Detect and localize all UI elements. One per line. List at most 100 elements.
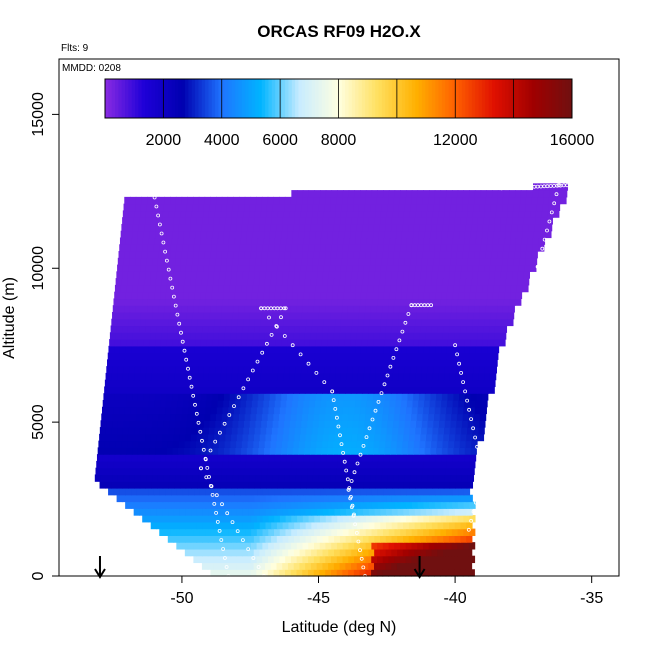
heatmap-cell <box>175 474 182 482</box>
heatmap-cell <box>351 433 358 442</box>
heatmap-cell <box>269 291 276 300</box>
heatmap-cell <box>501 264 508 272</box>
heatmap-cell <box>411 542 418 550</box>
heatmap-cell <box>442 562 450 570</box>
heatmap-cell <box>273 542 281 550</box>
heatmap-cell <box>222 352 229 360</box>
heatmap-cell <box>494 325 502 333</box>
heatmap-cell <box>297 298 304 306</box>
heatmap-cell <box>172 386 180 394</box>
heatmap-cell <box>394 528 401 536</box>
heatmap-cell <box>461 318 468 327</box>
heatmap-cell <box>330 251 338 259</box>
heatmap-cell <box>458 454 465 462</box>
heatmap-cell <box>396 339 403 347</box>
heatmap-cell <box>183 393 191 401</box>
heatmap-cell <box>474 298 482 306</box>
profile-point <box>511 355 516 360</box>
heatmap-cell <box>179 481 187 489</box>
heatmap-cell <box>391 278 398 286</box>
heatmap-cell <box>360 528 367 536</box>
profile-point <box>352 470 357 475</box>
heatmap-cell <box>346 372 353 381</box>
heatmap-cell <box>204 251 211 259</box>
heatmap-cell <box>162 372 170 381</box>
heatmap-cell <box>406 291 414 300</box>
colorbar-swatch <box>131 79 136 118</box>
profile-point <box>483 481 488 486</box>
heatmap-cell <box>218 223 226 232</box>
heatmap-cell <box>288 217 295 225</box>
heatmap-cell <box>337 298 344 306</box>
heatmap-cell <box>208 508 215 516</box>
heatmap-cell <box>403 508 410 516</box>
heatmap-cell <box>138 223 145 232</box>
heatmap-cell <box>248 481 256 489</box>
heatmap-cell <box>210 467 217 476</box>
heatmap-cell <box>379 548 387 557</box>
heatmap-cell <box>342 555 349 564</box>
heatmap-cell <box>200 345 207 354</box>
heatmap-cell <box>338 393 345 401</box>
heatmap-cell <box>155 386 163 394</box>
heatmap-cell <box>232 366 239 374</box>
profile-point <box>194 411 199 416</box>
heatmap-cell <box>297 454 305 462</box>
heatmap-cell <box>270 386 277 394</box>
heatmap-cell <box>386 508 393 516</box>
heatmap-cell <box>415 318 422 327</box>
heatmap-cell <box>245 460 252 469</box>
heatmap-cell <box>188 487 195 496</box>
heatmap-cell <box>281 230 288 239</box>
heatmap-cell <box>268 406 275 415</box>
colorbar-swatch <box>111 79 116 118</box>
heatmap-cell <box>466 481 474 489</box>
heatmap-cell <box>137 393 145 401</box>
heatmap-cell <box>449 271 456 279</box>
heatmap-cell <box>237 372 244 381</box>
heatmap-cell <box>209 474 216 482</box>
heatmap-cell <box>394 555 401 564</box>
heatmap-cell <box>351 325 358 333</box>
heatmap-cell <box>353 359 361 367</box>
heatmap-cell <box>114 393 122 401</box>
heatmap-cell <box>137 284 145 293</box>
heatmap-cell <box>359 467 366 476</box>
heatmap-cell <box>472 271 479 279</box>
heatmap-cell <box>164 467 171 476</box>
heatmap-cell <box>180 318 187 327</box>
heatmap-cell <box>261 305 269 313</box>
heatmap-cell <box>249 210 256 218</box>
heatmap-cell <box>124 460 132 469</box>
heatmap-cell <box>147 406 155 415</box>
heatmap-cell <box>486 244 493 252</box>
heatmap-cell <box>346 318 353 327</box>
heatmap-cell <box>151 372 158 381</box>
heatmap-cell <box>419 562 427 570</box>
colorbar-swatch <box>178 79 183 118</box>
heatmap-cell <box>227 413 234 421</box>
heatmap-cell <box>362 535 370 543</box>
heatmap-cell <box>496 257 503 266</box>
heatmap-cell <box>374 508 381 516</box>
heatmap-cell <box>466 217 473 225</box>
colorbar-swatch <box>385 79 390 118</box>
heatmap-cell <box>276 535 284 543</box>
heatmap-cell <box>482 393 489 401</box>
heatmap-cell <box>411 501 419 509</box>
heatmap-cell <box>444 474 452 482</box>
heatmap-cell <box>254 325 261 333</box>
heatmap-cell <box>400 298 407 306</box>
heatmap-cell <box>167 271 175 279</box>
heatmap-cell <box>446 460 453 469</box>
heatmap-cell <box>241 393 248 401</box>
heatmap-cell <box>328 521 335 530</box>
heatmap-cell <box>381 366 388 374</box>
heatmap-cell <box>409 372 416 381</box>
heatmap-cell <box>451 413 458 421</box>
heatmap-cell <box>289 318 296 327</box>
heatmap-cell <box>271 264 279 272</box>
heatmap-cell <box>302 244 310 252</box>
heatmap-cell <box>117 420 125 428</box>
heatmap-cell <box>485 196 493 205</box>
